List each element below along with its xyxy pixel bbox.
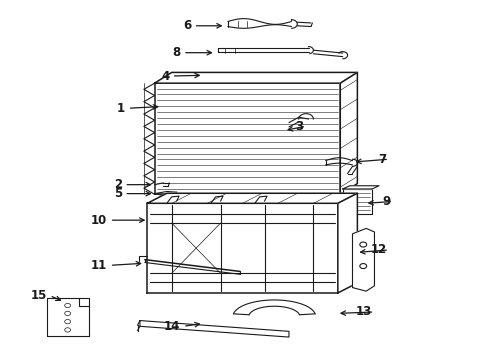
Text: 9: 9 xyxy=(382,195,391,208)
Text: 5: 5 xyxy=(114,187,122,200)
Circle shape xyxy=(65,311,71,316)
Text: 12: 12 xyxy=(370,243,387,256)
Circle shape xyxy=(65,319,71,324)
Polygon shape xyxy=(140,320,289,337)
Polygon shape xyxy=(352,228,374,291)
Text: 2: 2 xyxy=(114,178,122,191)
Text: 11: 11 xyxy=(91,259,107,272)
Polygon shape xyxy=(155,83,340,194)
Polygon shape xyxy=(343,189,372,214)
Polygon shape xyxy=(338,193,357,293)
Circle shape xyxy=(65,303,71,308)
Text: 4: 4 xyxy=(161,69,169,82)
Polygon shape xyxy=(147,203,338,293)
Text: 7: 7 xyxy=(379,153,387,166)
Text: 3: 3 xyxy=(295,120,304,133)
Circle shape xyxy=(65,328,71,332)
Text: 1: 1 xyxy=(117,102,125,115)
Circle shape xyxy=(360,264,367,269)
Text: 15: 15 xyxy=(31,289,47,302)
Text: 14: 14 xyxy=(164,320,180,333)
Polygon shape xyxy=(340,72,357,194)
Text: 10: 10 xyxy=(91,214,107,227)
Polygon shape xyxy=(155,72,357,83)
Text: 8: 8 xyxy=(172,46,180,59)
Polygon shape xyxy=(343,186,379,189)
Circle shape xyxy=(360,242,367,247)
Text: 13: 13 xyxy=(356,306,372,319)
Text: 6: 6 xyxy=(183,19,191,32)
Polygon shape xyxy=(47,298,89,336)
Polygon shape xyxy=(147,193,357,203)
